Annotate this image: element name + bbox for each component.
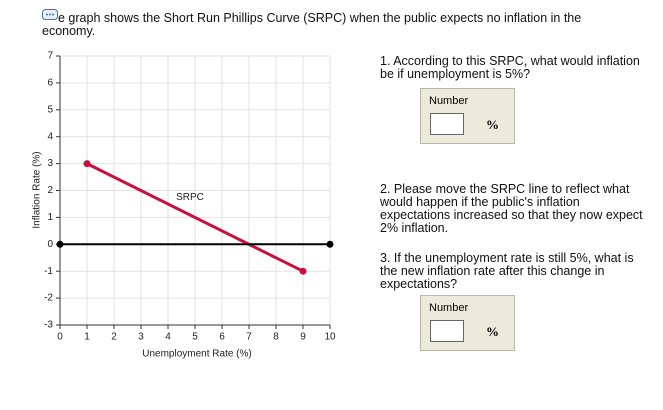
x-tick-label: 10 bbox=[324, 332, 336, 343]
series-label: SRPC bbox=[176, 192, 204, 203]
y-tick-label: 4 bbox=[47, 131, 53, 142]
x-tick-label: 7 bbox=[246, 332, 252, 343]
series-line bbox=[86, 162, 304, 273]
y-tick-label: -2 bbox=[44, 293, 53, 304]
x-tick-label: 1 bbox=[84, 332, 90, 343]
y-tick-label: 6 bbox=[47, 78, 53, 89]
x-tick-label: 5 bbox=[192, 332, 198, 343]
comment-icon[interactable] bbox=[42, 9, 58, 21]
number-input[interactable] bbox=[430, 320, 464, 342]
answer-box: Number % bbox=[420, 88, 515, 144]
y-axis-label: Inflation Rate (%) bbox=[32, 151, 43, 228]
x-axis-label: Unemployment Rate (%) bbox=[142, 349, 251, 360]
unit-label: % bbox=[486, 324, 499, 339]
answer-box: Number % bbox=[420, 295, 515, 351]
y-tick-label: -3 bbox=[44, 320, 53, 331]
unit-label: % bbox=[486, 117, 499, 132]
point bbox=[83, 160, 91, 168]
question-text: 2. Please move the SRPC line to reflect … bbox=[380, 182, 643, 235]
y-tick-label: 7 bbox=[47, 51, 53, 62]
x-tick-label: 6 bbox=[219, 332, 225, 343]
point bbox=[326, 240, 334, 248]
y-tick-label: 5 bbox=[47, 104, 53, 115]
point bbox=[56, 240, 64, 248]
y-tick-label: 2 bbox=[47, 185, 53, 196]
y-tick-label: 3 bbox=[47, 158, 53, 169]
number-input[interactable] bbox=[430, 113, 464, 135]
input-label: Number bbox=[429, 302, 469, 314]
question-text: 1. According to this SRPC, what would in… bbox=[380, 54, 640, 81]
x-tick-label: 8 bbox=[273, 332, 279, 343]
x-tick-label: 0 bbox=[57, 332, 63, 343]
y-tick-label: 0 bbox=[47, 239, 53, 250]
question-text: 3. If the unemployment rate is still 5%,… bbox=[380, 251, 634, 291]
y-tick-label: 1 bbox=[47, 212, 53, 223]
chart: Unemployment Rate (%) Inflation Rate (%)… bbox=[32, 51, 336, 360]
x-tick-label: 3 bbox=[138, 332, 144, 343]
input-label: Number bbox=[429, 95, 469, 107]
y-tick-label: -1 bbox=[44, 266, 53, 277]
point bbox=[299, 267, 307, 275]
x-tick-label: 2 bbox=[111, 332, 117, 343]
x-tick-label: 4 bbox=[165, 332, 171, 343]
intro-text: e graph shows the Short Run Phillips Cur… bbox=[42, 11, 582, 38]
x-tick-label: 9 bbox=[300, 332, 306, 343]
